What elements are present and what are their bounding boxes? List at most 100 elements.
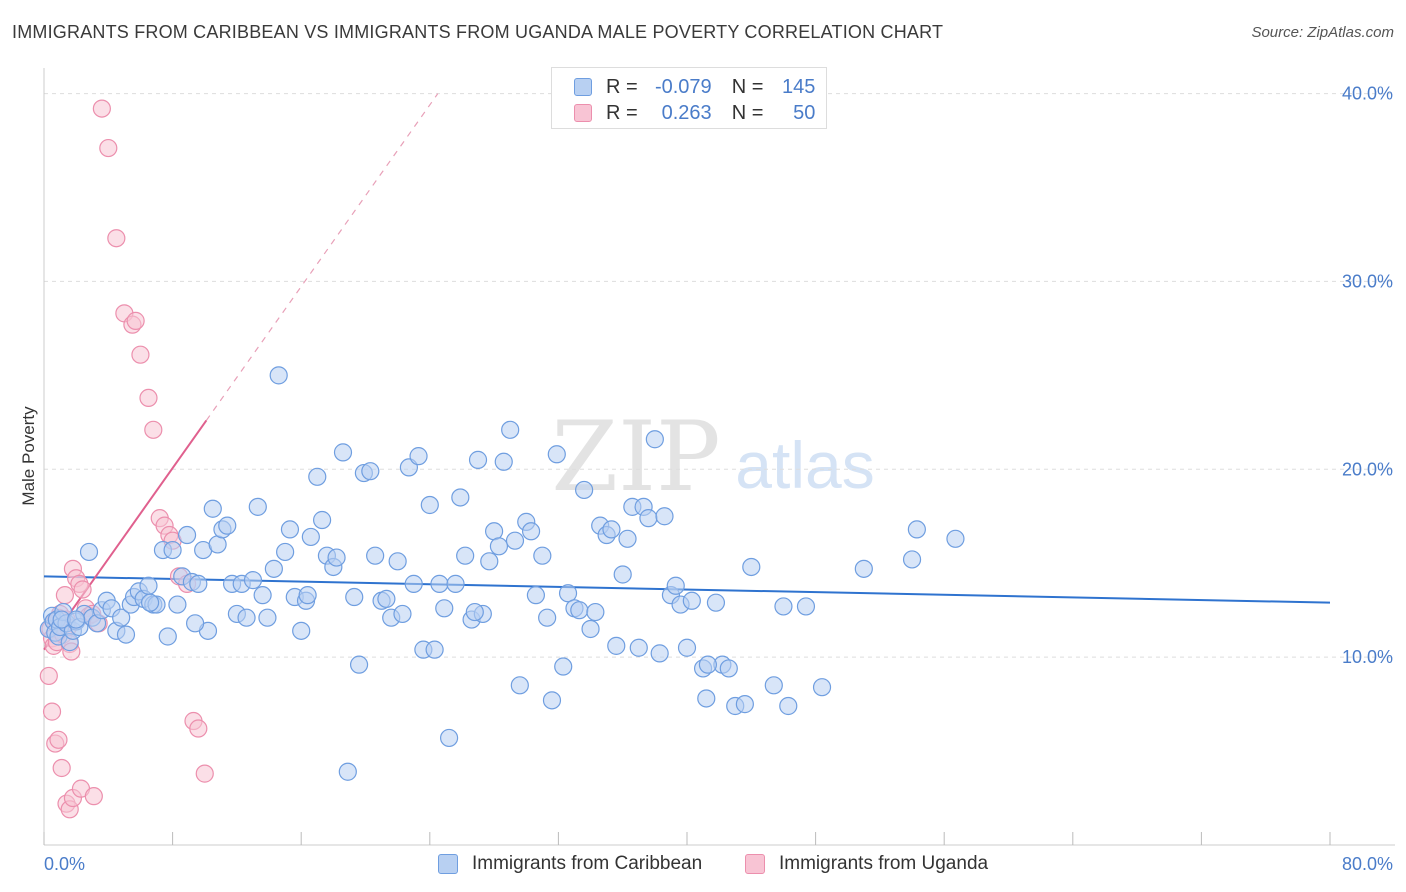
legend-n-value: 145 [782,75,816,98]
uganda-point [195,764,214,783]
uganda-point [139,388,158,407]
y-tick-label: 10.0% [1342,647,1393,667]
caribbean-swatch [574,78,592,96]
caribbean-point [208,535,227,554]
caribbean-point [618,529,637,548]
uganda-point [107,229,126,248]
caribbean-point [554,657,573,676]
uganda-point [92,99,111,118]
uganda-point [49,730,68,749]
x-tick-label: 80.0% [1342,854,1393,874]
uganda-point [99,138,118,158]
caribbean-point [327,548,346,567]
legend-row-caribbean: R = -0.079 N = 145 [574,74,815,100]
caribbean-point [706,593,726,612]
caribbean-point [420,495,439,515]
caribbean-point [465,602,484,622]
uganda-point [144,420,163,439]
caribbean-point [79,542,99,562]
caribbean-point [774,597,793,616]
caribbean-point [854,559,873,578]
caribbean-point [163,540,182,560]
caribbean-point [570,601,589,620]
uganda-point [84,787,103,806]
correlation-legend: R = -0.079 N = 145 R = 0.263 N = 50 [551,67,827,129]
caribbean-point [67,610,86,629]
caribbean-point [735,695,754,714]
caribbean-point [269,366,288,385]
caribbean-point [558,584,578,603]
x-tick-label: 0.0% [44,854,85,874]
trend-lines [43,93,1331,651]
caribbean-point [333,443,353,462]
caribbean-point [435,599,454,618]
caribbean-point [677,638,697,657]
caribbean-point [186,614,205,633]
caribbean-point [203,499,222,518]
legend-r-label: R = [606,101,638,124]
caribbean-point [533,546,552,565]
caribbean-point [468,450,488,469]
caribbean-point [248,497,267,516]
caribbean-point [393,604,412,624]
caribbean-point [112,608,131,627]
y-tick-label: 20.0% [1342,459,1393,479]
caribbean-point [189,574,208,593]
caribbean-point [902,550,922,569]
caribbean-point [946,529,965,548]
caribbean-point [264,559,283,578]
caribbean-point [779,696,798,716]
caribbean-point [796,597,816,616]
caribbean-point [377,589,396,609]
uganda-trend-extension [205,93,439,421]
caribbean-point [308,467,327,486]
legend-n-label: N = [731,75,764,98]
caribbean-point [526,586,545,605]
legend-n-value: 50 [793,101,816,124]
caribbean-point [485,522,504,541]
caribbean-point [446,574,465,593]
uganda-point [131,345,150,364]
caribbean-point [404,574,423,593]
uganda-swatch [745,854,765,874]
caribbean-point [140,593,160,612]
caribbean-point [547,445,566,464]
uganda-point [73,580,92,599]
caribbean-point [505,531,525,550]
y-tick-label: 40.0% [1342,84,1393,104]
data-points [39,99,965,819]
caribbean-point [575,480,594,500]
caribbean-point [280,520,300,539]
legend-r-value: 0.263 [661,101,712,124]
chart-title: IMMIGRANTS FROM CARIBBEAN VS IMMIGRANTS … [12,22,944,42]
caribbean-point [521,522,541,541]
uganda-point [39,666,58,686]
caribbean-point [607,636,626,655]
uganda-swatch [574,104,592,122]
caribbean-point [602,520,621,539]
uganda-point [189,719,208,738]
caribbean-point [613,565,632,584]
caribbean-point [812,678,832,697]
caribbean-point [764,676,783,695]
grid-lines [44,93,1395,658]
caribbean-point [742,557,761,577]
caribbean-point [168,595,187,614]
uganda-point [126,311,145,330]
caribbean-point [361,462,380,481]
caribbean-point [301,527,320,547]
bottom-legend-caribbean: Immigrants from Caribbean [438,852,702,876]
caribbean-point [425,640,444,659]
caribbean-point [581,619,600,639]
caribbean-point [719,659,738,678]
caribbean-point [655,507,674,526]
caribbean-point [298,586,317,605]
chart-source: Source: ZipAtlas.com [1251,24,1394,41]
caribbean-point [439,728,459,748]
uganda-point [42,702,62,721]
legend-r-label: R = [606,75,638,98]
uganda-point [55,586,74,605]
caribbean-point [258,608,277,627]
caribbean-point [237,608,256,627]
